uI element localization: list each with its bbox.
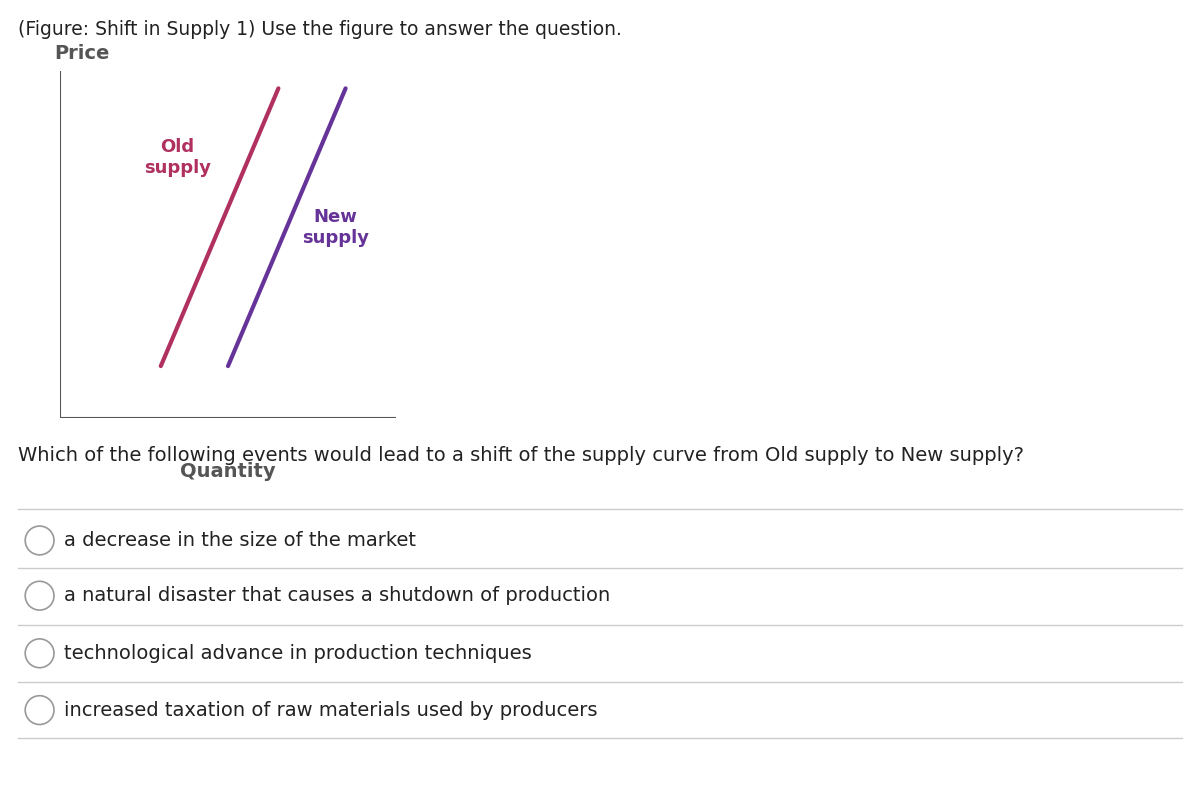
Text: Old
supply: Old supply — [144, 138, 211, 178]
Text: technological advance in production techniques: technological advance in production tech… — [64, 644, 532, 663]
Text: increased taxation of raw materials used by producers: increased taxation of raw materials used… — [64, 701, 598, 720]
Text: a natural disaster that causes a shutdown of production: a natural disaster that causes a shutdow… — [64, 586, 610, 605]
Text: (Figure: Shift in Supply 1) Use the figure to answer the question.: (Figure: Shift in Supply 1) Use the figu… — [18, 20, 622, 39]
Text: a decrease in the size of the market: a decrease in the size of the market — [64, 531, 415, 550]
Text: Quantity: Quantity — [180, 462, 276, 481]
Text: New
supply: New supply — [302, 208, 370, 247]
Text: Which of the following events would lead to a shift of the supply curve from Old: Which of the following events would lead… — [18, 446, 1024, 465]
Text: Price: Price — [54, 44, 109, 63]
